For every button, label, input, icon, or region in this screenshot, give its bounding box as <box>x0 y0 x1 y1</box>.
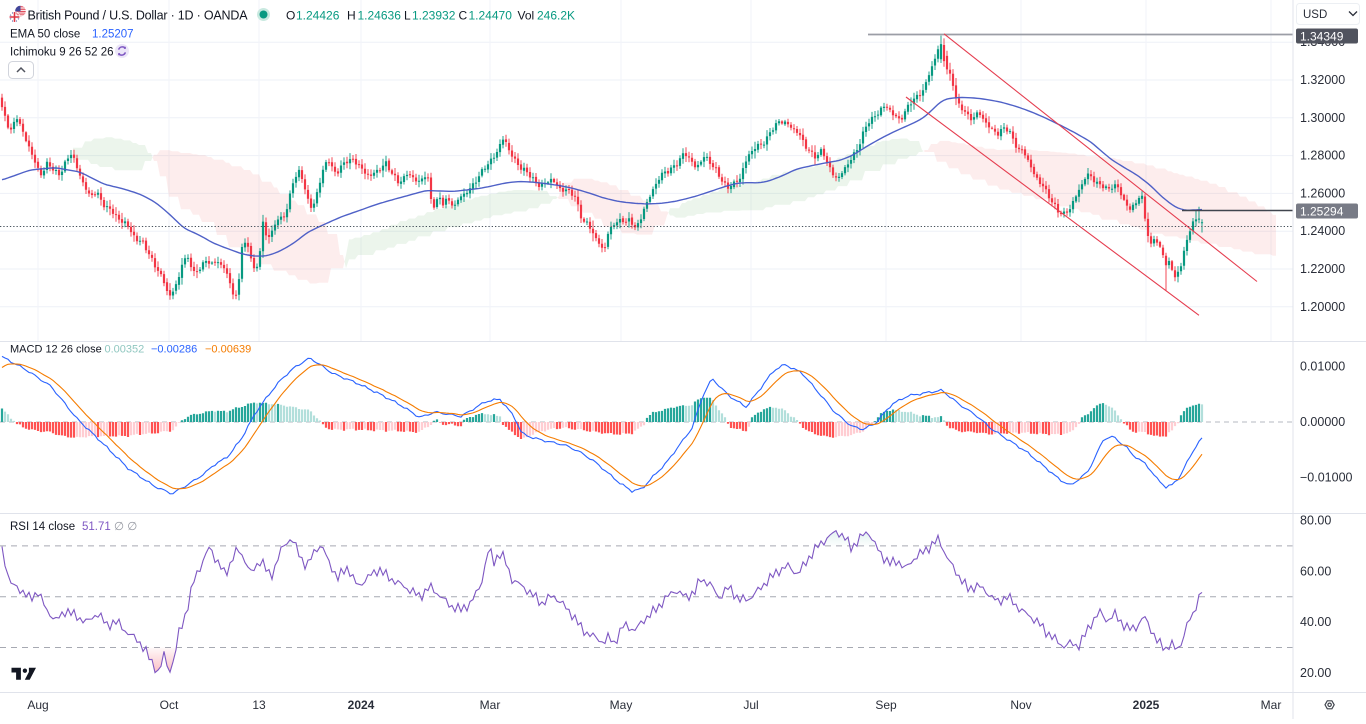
svg-text:−0.01000: −0.01000 <box>1300 471 1353 485</box>
svg-text:1.20000: 1.20000 <box>1300 300 1345 314</box>
svg-text:1.22000: 1.22000 <box>1300 262 1345 276</box>
svg-text:2024: 2024 <box>348 698 375 712</box>
svg-text:Aug: Aug <box>27 698 48 712</box>
svg-text:80.00: 80.00 <box>1300 514 1331 528</box>
svg-text:2025: 2025 <box>1133 698 1160 712</box>
svg-text:May: May <box>610 698 633 712</box>
svg-text:Mar: Mar <box>480 698 501 712</box>
svg-text:1.30000: 1.30000 <box>1300 111 1345 125</box>
svg-text:USD: USD <box>1303 9 1327 21</box>
svg-text:Jul: Jul <box>743 698 758 712</box>
svg-text:1.25294: 1.25294 <box>1300 205 1344 219</box>
svg-text:60.00: 60.00 <box>1300 564 1331 578</box>
svg-text:13: 13 <box>252 698 266 712</box>
svg-text:Ichimoku 9 26 52 26: Ichimoku 9 26 52 26 <box>10 47 114 59</box>
svg-text:Nov: Nov <box>1010 698 1031 712</box>
svg-text:Oct: Oct <box>160 698 179 712</box>
svg-text:40.00: 40.00 <box>1300 615 1331 629</box>
svg-text:1.32000: 1.32000 <box>1300 73 1345 87</box>
svg-text:0.01000: 0.01000 <box>1300 359 1345 373</box>
svg-text:1.24000: 1.24000 <box>1300 224 1345 238</box>
svg-text:1.34349: 1.34349 <box>1300 30 1344 44</box>
svg-text:British Pound / U.S. Dollar ·: British Pound / U.S. Dollar · 1D · OANDA <box>28 9 249 23</box>
svg-text:0.00000: 0.00000 <box>1300 415 1345 429</box>
svg-text:1.26000: 1.26000 <box>1300 186 1345 200</box>
svg-text:Mar: Mar <box>1261 698 1282 712</box>
svg-text:Sep: Sep <box>875 698 897 712</box>
svg-text:1.28000: 1.28000 <box>1300 149 1345 163</box>
svg-text:20.00: 20.00 <box>1300 666 1331 680</box>
